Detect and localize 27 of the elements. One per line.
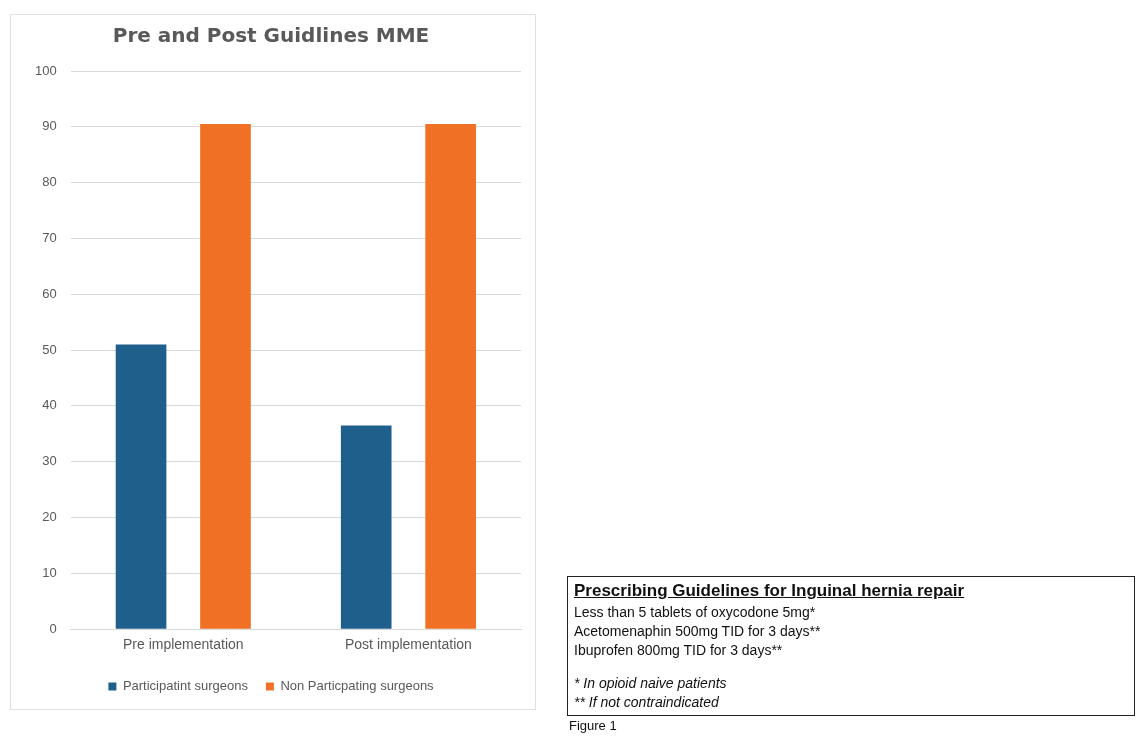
text: * In opioid naive patients — [574, 674, 728, 693]
bar — [425, 124, 476, 629]
y-tick-label: 30 — [42, 453, 57, 469]
y-tick-label: 60 — [42, 285, 57, 301]
text: ** If not contraindicated — [574, 693, 720, 712]
y-tick-label: 40 — [42, 397, 57, 413]
legend-label: Participatint surgeons — [122, 678, 249, 694]
x-tick-label: Post implementation — [345, 636, 472, 653]
bar — [340, 425, 392, 629]
bar — [115, 344, 167, 629]
chart-title: Pre and Post Guidlines MME — [112, 23, 430, 48]
y-tick-label: 20 — [42, 509, 57, 525]
y-tick-label: 90 — [42, 118, 57, 134]
y-tick-label: 100 — [34, 62, 57, 78]
y-tick-label: 0 — [49, 620, 57, 636]
x-tick-label: Pre implementation — [122, 636, 244, 653]
text: Less than 5 tablets of oxycodone 5mg* — [574, 603, 817, 622]
bar — [200, 124, 251, 629]
y-tick-label: 50 — [42, 341, 57, 357]
caption: Figure 1 — [568, 717, 618, 735]
text: Prescribing Guidelines for Inguinal hernia repair — [574, 580, 966, 602]
text: Acetomenaphin 500mg TID for 3 days** — [574, 622, 822, 641]
text: Ibuprofen 800mg TID for 3 days** — [574, 641, 784, 660]
y-tick-label: 70 — [42, 230, 57, 246]
y-tick-label: 80 — [42, 174, 57, 190]
legend-label: Non Particpating surgeons — [280, 678, 435, 694]
y-tick-label: 10 — [42, 564, 57, 580]
